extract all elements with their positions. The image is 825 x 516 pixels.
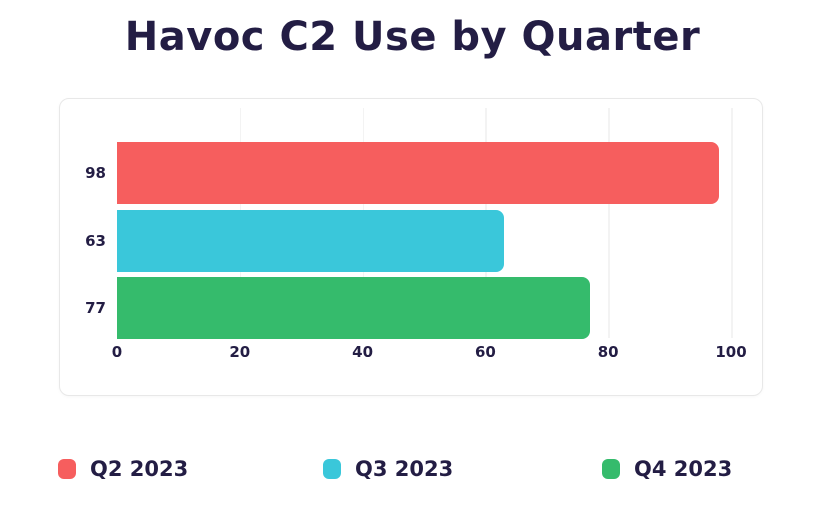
chart-title: Havoc C2 Use by Quarter bbox=[124, 14, 701, 60]
x-tick-label-80: 80 bbox=[597, 343, 619, 361]
bar-q2-2023 bbox=[117, 142, 719, 204]
legend-item-q2-2023: Q2 2023 bbox=[58, 457, 188, 481]
bar-value-label: 77 bbox=[85, 299, 106, 317]
x-tick-label-100: 100 bbox=[715, 343, 747, 361]
legend-label: Q3 2023 bbox=[355, 457, 454, 481]
gridline-x-80 bbox=[608, 108, 610, 338]
x-tick-label-60: 60 bbox=[474, 343, 496, 361]
legend-item-q3-2023: Q3 2023 bbox=[323, 457, 453, 481]
x-tick-label-20: 20 bbox=[229, 343, 251, 361]
legend-label: Q2 2023 bbox=[90, 457, 189, 481]
legend-label: Q4 2023 bbox=[634, 457, 733, 481]
bar-value-label: 63 bbox=[85, 232, 106, 250]
bar-q3-2023 bbox=[117, 210, 504, 272]
gridline-x-100 bbox=[731, 108, 733, 338]
bar-value-label: 98 bbox=[85, 164, 106, 182]
bar-q4-2023 bbox=[117, 277, 590, 339]
legend-swatch-icon bbox=[602, 459, 620, 479]
legend-swatch-icon bbox=[323, 459, 341, 479]
legend-swatch-icon bbox=[58, 459, 76, 479]
x-tick-label-40: 40 bbox=[352, 343, 374, 361]
legend-item-q4-2023: Q4 2023 bbox=[602, 457, 732, 481]
x-tick-label-0: 0 bbox=[111, 343, 123, 361]
